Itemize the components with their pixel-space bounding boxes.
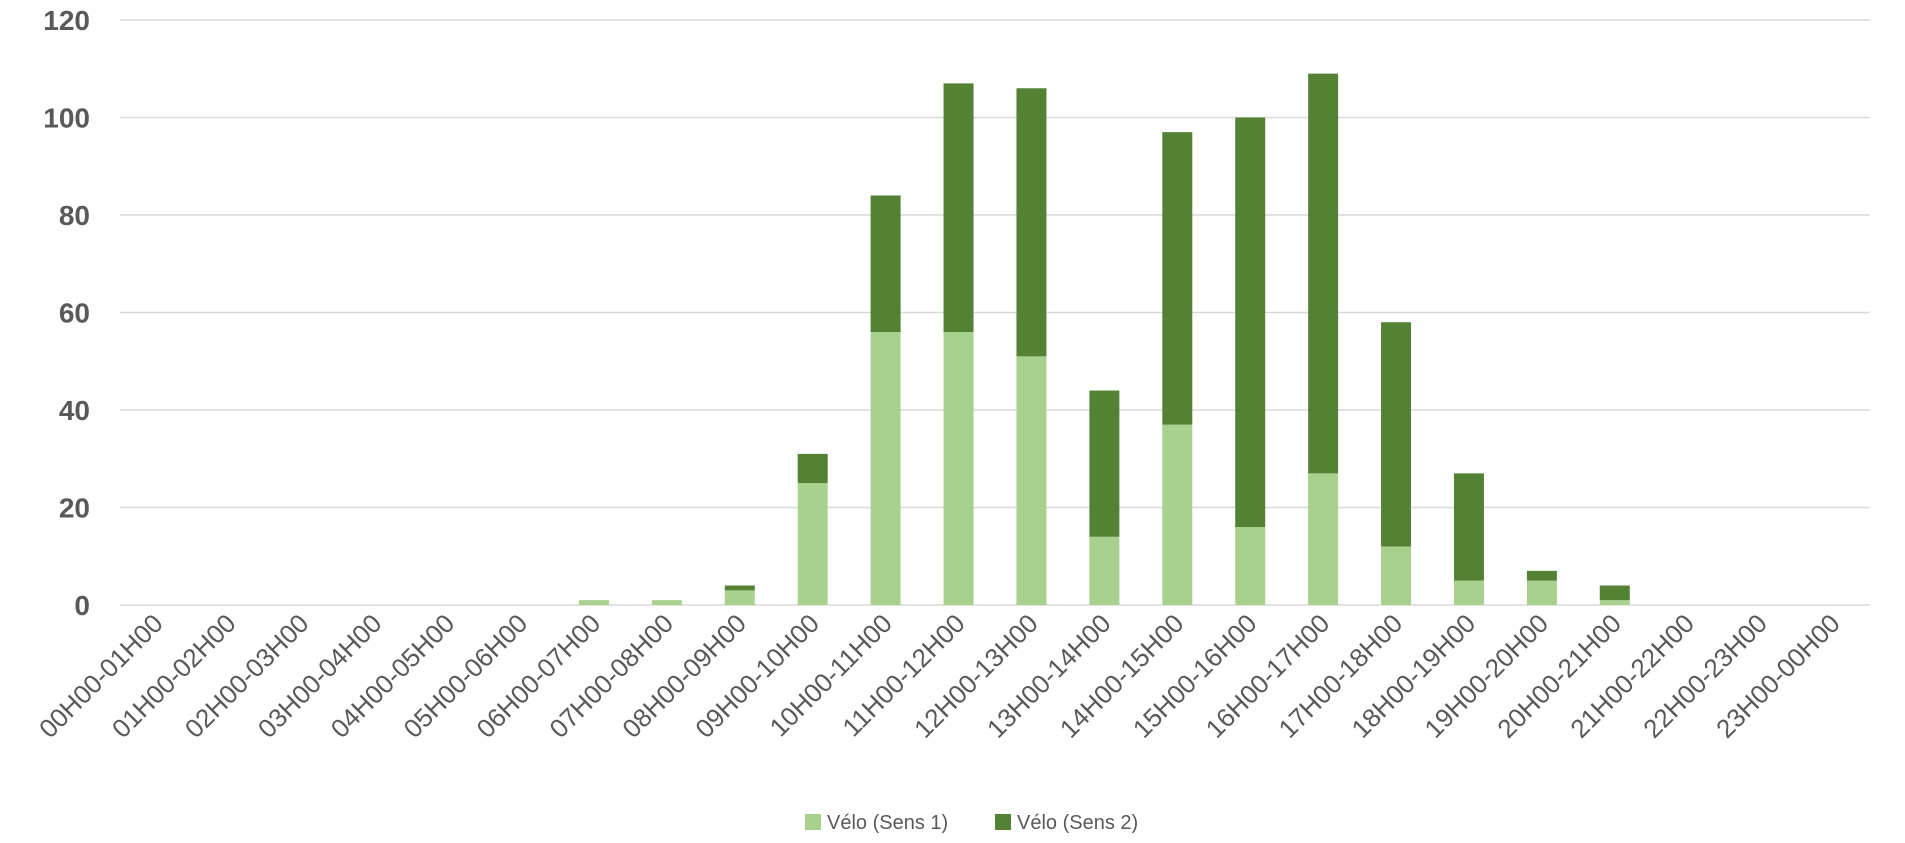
legend-label: Vélo (Sens 1)	[827, 812, 948, 834]
y-axis: 0 20 40 60 80 100 120	[43, 5, 90, 621]
bar-segment-sens-2	[1016, 88, 1047, 357]
gridlines	[120, 19, 1870, 606]
bar-segment-sens-1	[1235, 527, 1266, 605]
bar-segment-sens-2	[797, 453, 828, 484]
x-tick-label: 00H00-01H00	[33, 608, 169, 744]
bar-segment-sens-1	[870, 332, 901, 605]
legend-item-sens-2: Vélo (Sens 2)	[995, 812, 1138, 834]
y-tick-label: 20	[59, 493, 90, 524]
bar-segment-sens-2	[724, 585, 755, 591]
bar-segment-sens-1	[1381, 546, 1412, 605]
bar-segment-sens-2	[1526, 570, 1557, 581]
y-tick-label: 80	[59, 200, 90, 231]
bar-segment-sens-1	[1526, 580, 1557, 605]
bar-segment-sens-1	[1599, 600, 1630, 605]
bar-segment-sens-2	[1599, 585, 1630, 601]
legend-swatch	[995, 814, 1011, 830]
bar-segment-sens-1	[1089, 536, 1120, 605]
x-axis: 00H00-01H0001H00-02H0002H00-03H0003H00-0…	[33, 608, 1846, 744]
bar-segment-sens-1	[1162, 424, 1193, 605]
bar-segment-sens-2	[1089, 390, 1120, 537]
bar-segment-sens-1	[651, 600, 682, 605]
legend: Vélo (Sens 1) Vélo (Sens 2)	[805, 812, 1138, 834]
bar-segment-sens-1	[724, 590, 755, 605]
y-tick-label: 100	[43, 103, 90, 134]
legend-swatch	[805, 814, 821, 830]
legend-item-sens-1: Vélo (Sens 1)	[805, 812, 948, 834]
bar-segment-sens-2	[1162, 132, 1193, 425]
y-tick-label: 0	[74, 590, 90, 621]
bars	[578, 73, 1630, 605]
bar-segment-sens-1	[1453, 580, 1484, 605]
y-tick-label: 120	[43, 5, 90, 36]
bar-segment-sens-2	[870, 195, 901, 332]
bar-segment-sens-2	[1235, 117, 1266, 527]
bar-segment-sens-1	[943, 332, 974, 605]
y-tick-label: 40	[59, 395, 90, 426]
bar-segment-sens-2	[1381, 322, 1412, 547]
bar-segment-sens-1	[797, 483, 828, 605]
bar-segment-sens-2	[1308, 73, 1339, 474]
bar-segment-sens-2	[1453, 473, 1484, 581]
bar-segment-sens-2	[943, 83, 974, 332]
bar-segment-sens-1	[578, 600, 609, 605]
bar-segment-sens-1	[1016, 356, 1047, 605]
legend-label: Vélo (Sens 2)	[1017, 812, 1138, 834]
y-tick-label: 60	[59, 298, 90, 329]
bar-segment-sens-1	[1308, 473, 1339, 605]
